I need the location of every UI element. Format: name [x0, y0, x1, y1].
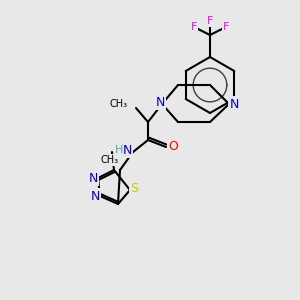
- Text: F: F: [223, 22, 229, 32]
- Text: CH₃: CH₃: [101, 155, 119, 165]
- Text: N: N: [155, 95, 165, 109]
- Text: N: N: [88, 172, 98, 184]
- Text: F: F: [191, 22, 197, 32]
- Text: N: N: [229, 98, 239, 110]
- Text: N: N: [90, 190, 100, 202]
- Text: S: S: [130, 182, 138, 194]
- Text: H: H: [115, 145, 123, 155]
- Text: O: O: [168, 140, 178, 154]
- Text: CH₃: CH₃: [110, 99, 128, 109]
- Text: N: N: [122, 143, 132, 157]
- Text: F: F: [207, 16, 213, 26]
